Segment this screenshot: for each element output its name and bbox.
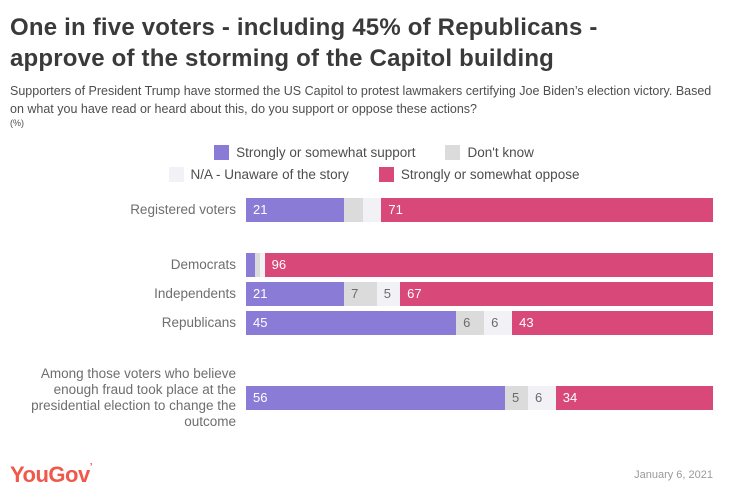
bar-row-democrats: Democrats 96 bbox=[0, 253, 748, 277]
legend-item-strongly-or-somewhat-support: Strongly or somewhat support bbox=[214, 144, 416, 160]
bar-segment-strongly-or-somewhat-oppose: 71 bbox=[381, 198, 713, 222]
bar-segment-n-a-unaware-of-the-story: 6 bbox=[528, 386, 556, 410]
bar-row-republicans: Republicans 45 6 6 43 bbox=[0, 311, 748, 335]
legend-label: Don't know bbox=[467, 144, 534, 160]
segment-value-label: 43 bbox=[519, 315, 534, 330]
bar-segment-don-t-know: 7 bbox=[344, 282, 377, 306]
segment-value-label: 34 bbox=[562, 390, 578, 405]
segment-value-label: 96 bbox=[271, 257, 287, 272]
bar-segment-strongly-or-somewhat-support: 45 bbox=[246, 311, 457, 335]
bar-track: 21 7 5 67 bbox=[246, 282, 713, 306]
bar-track: 45 6 6 43 bbox=[246, 311, 713, 335]
category-label: Democrats bbox=[170, 257, 236, 272]
legend-row: Strongly or somewhat support Don't know bbox=[0, 141, 748, 163]
legend-item-don-t-know: Don't know bbox=[445, 144, 534, 160]
segment-value-label: 5 bbox=[511, 390, 520, 405]
segment-value-label: 56 bbox=[253, 390, 268, 405]
stacked-bar-chart: Registered voters 21 71 Democrats 96 Independ… bbox=[0, 198, 748, 430]
segment-value-label: 71 bbox=[388, 202, 403, 217]
segment-value-label: 21 bbox=[253, 202, 268, 217]
bar-segment-don-t-know: 5 bbox=[504, 386, 529, 410]
bar-track: 56 5 6 34 bbox=[246, 386, 713, 410]
legend-item-strongly-or-somewhat-oppose: Strongly or somewhat oppose bbox=[378, 166, 580, 182]
category-label: Registered voters bbox=[130, 202, 236, 217]
segment-value-label: 6 bbox=[463, 315, 471, 330]
segment-value-label: 21 bbox=[253, 286, 268, 301]
legend-swatch-icon bbox=[445, 144, 461, 160]
page-title: One in five voters - including 45% of Re… bbox=[10, 12, 713, 74]
bar-row-among-those-voters-who-believe-enough-fr: Among those voters who believe enough fra… bbox=[0, 366, 748, 430]
bar-segment-n-a-unaware-of-the-story: 5 bbox=[376, 282, 401, 306]
logo-text: YouGov bbox=[10, 462, 90, 487]
category-label: Independents bbox=[154, 286, 236, 301]
segment-value-label: 6 bbox=[535, 390, 543, 405]
segment-value-label: 45 bbox=[253, 315, 268, 330]
bar-group: Among those voters who believe enough fra… bbox=[0, 366, 748, 430]
category-label: Among those voters who believe enough fra… bbox=[0, 366, 246, 430]
footer: YouGov’ January 6, 2021 bbox=[0, 462, 748, 488]
bar-segment-n-a-unaware-of-the-story: 6 bbox=[484, 311, 513, 335]
bar-segment-strongly-or-somewhat-support: 21 bbox=[246, 282, 345, 306]
header: One in five voters - including 45% of Re… bbox=[0, 0, 748, 129]
bar-segment-don-t-know bbox=[255, 253, 260, 277]
category-label-line: presidential election to change the bbox=[31, 398, 236, 413]
legend-label: Strongly or somewhat oppose bbox=[400, 166, 580, 182]
subtitle: Supporters of President Trump have storm… bbox=[10, 84, 712, 116]
bar-segment-strongly-or-somewhat-oppose: 67 bbox=[400, 282, 713, 306]
segment-value-label: 7 bbox=[351, 286, 359, 301]
bar-row-registered-voters: Registered voters 21 71 bbox=[0, 198, 748, 222]
legend-label: Strongly or somewhat support bbox=[236, 144, 416, 160]
category-label: Republicans bbox=[161, 315, 236, 330]
legend-swatch-icon bbox=[378, 166, 394, 182]
bar-segment-strongly-or-somewhat-support: 56 bbox=[246, 386, 505, 410]
bar-segment-strongly-or-somewhat-oppose: 43 bbox=[512, 311, 713, 335]
segment-value-label: 67 bbox=[407, 286, 422, 301]
bar-segment-n-a-unaware-of-the-story bbox=[362, 198, 382, 222]
unit-note: (%) bbox=[10, 118, 24, 128]
bar-row-independents: Independents 21 7 5 67 bbox=[0, 282, 748, 306]
segment-value-label: 5 bbox=[383, 286, 391, 301]
yougov-logo: YouGov’ bbox=[10, 462, 93, 488]
title-line-1: One in five voters - including 45% of Re… bbox=[10, 14, 598, 41]
legend-swatch-icon bbox=[168, 166, 184, 182]
legend: Strongly or somewhat support Don't know N/… bbox=[0, 141, 748, 185]
legend-row: N/A - Unaware of the story Strongly or so… bbox=[0, 163, 748, 185]
bar-segment-strongly-or-somewhat-support bbox=[246, 253, 256, 277]
bar-group: Democrats 96 Independents 21 7 5 67 Republicans… bbox=[0, 253, 748, 335]
date-label: January 6, 2021 bbox=[634, 469, 713, 481]
title-line-2: approve of the storming of the Capitol b… bbox=[10, 45, 555, 72]
legend-label: N/A - Unaware of the story bbox=[190, 166, 349, 182]
bar-segment-strongly-or-somewhat-oppose: 34 bbox=[555, 386, 713, 410]
bar-track: 21 71 bbox=[246, 198, 713, 222]
logo-tick: ’ bbox=[89, 462, 93, 473]
bar-segment-n-a-unaware-of-the-story bbox=[259, 253, 265, 277]
bar-segment-strongly-or-somewhat-oppose: 96 bbox=[264, 253, 713, 277]
bar-segment-strongly-or-somewhat-support: 21 bbox=[246, 198, 345, 222]
category-label-line: Among those voters who believe bbox=[40, 366, 236, 381]
bar-segment-don-t-know bbox=[344, 198, 363, 222]
bar-group: Registered voters 21 71 bbox=[0, 198, 748, 222]
category-label-line: enough fraud took place at the bbox=[53, 382, 236, 397]
bar-track: 96 bbox=[246, 253, 713, 277]
legend-swatch-icon bbox=[214, 144, 230, 160]
segment-value-label: 6 bbox=[491, 315, 499, 330]
legend-item-n-a-unaware-of-the-story: N/A - Unaware of the story bbox=[168, 166, 349, 182]
bar-segment-don-t-know: 6 bbox=[456, 311, 485, 335]
category-label-line: outcome bbox=[184, 414, 236, 429]
